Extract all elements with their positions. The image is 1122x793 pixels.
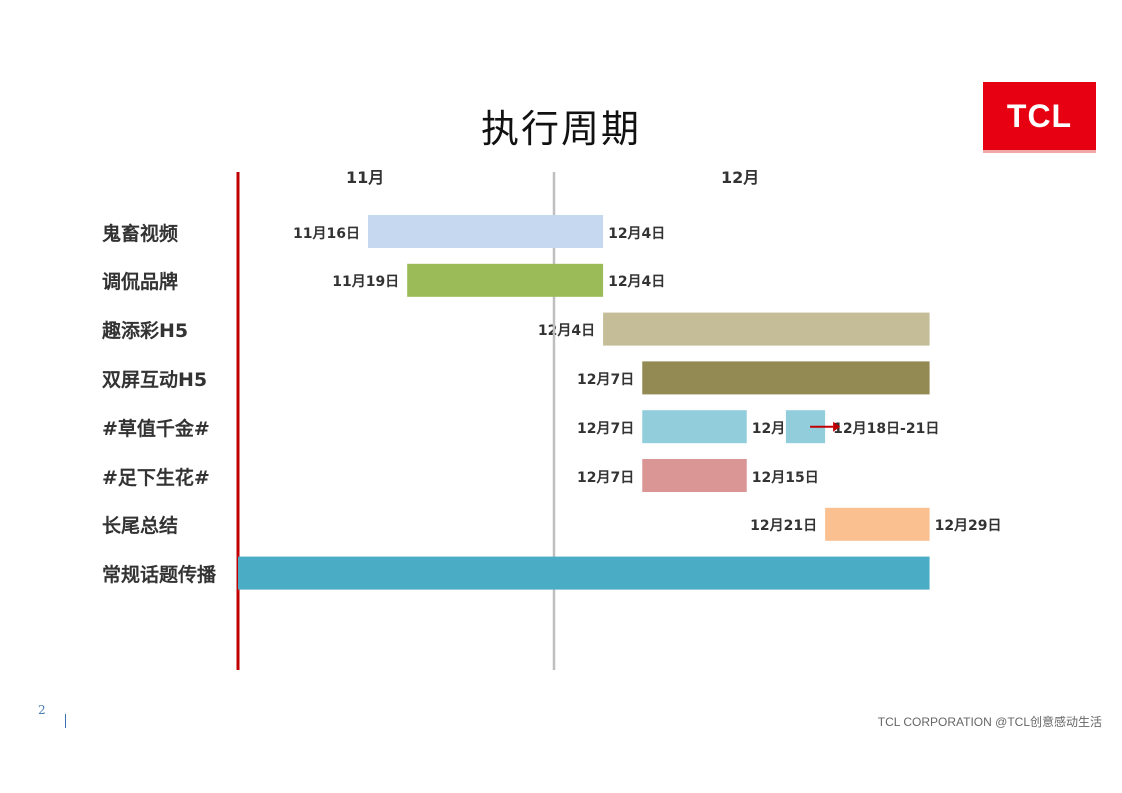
bar-start-label: 12月7日 [577, 420, 635, 437]
bar-end-label: 12月4日 [608, 274, 666, 291]
gantt-bar [642, 361, 930, 395]
bar-end-label: 12月29日 [934, 518, 1002, 535]
bar-end-label: 12月18日-21日 [833, 420, 940, 437]
logo-text: TCL [1006, 97, 1073, 134]
bar-start-label: 11月19日 [332, 274, 400, 291]
page-title: 执行周期 [480, 107, 641, 151]
gantt-bar [407, 263, 604, 297]
month-label-nov: 11月 [346, 168, 385, 187]
bar-start-label: 12月7日 [577, 371, 635, 388]
bar-end-label: 12月15日 [751, 469, 819, 486]
bar-end-label: 12月4日 [608, 225, 666, 242]
gantt-bar [825, 507, 930, 541]
task-label: 常规话题传播 [102, 564, 217, 587]
page-number: 2 [38, 703, 46, 717]
task-label: 鬼畜视频 [102, 222, 179, 245]
footer-text: TCL CORPORATION @TCL创意感动生活 [877, 715, 1102, 729]
gantt-bar [368, 215, 604, 248]
gantt-bar [603, 312, 930, 346]
month-label-dec: 12月 [721, 168, 760, 187]
bar-start-label: 12月21日 [750, 518, 818, 535]
task-label: 调侃品牌 [102, 271, 179, 294]
task-label: 长尾总结 [102, 515, 179, 538]
bar-start-label: 12月4日 [537, 323, 596, 340]
gantt-bar [238, 556, 930, 590]
arrow-icon [833, 421, 841, 432]
bar-start-label: 12月7日 [577, 469, 635, 486]
bar-start-label: 11月16日 [293, 225, 360, 242]
page-number-divider [65, 714, 66, 728]
task-label: #草值千金# [102, 417, 210, 440]
tcl-logo: TCL [983, 82, 1096, 153]
gantt-bar [642, 410, 747, 444]
task-label: 双屏互动H5 [102, 368, 208, 391]
task-label: 趣添彩H5 [102, 320, 189, 343]
gantt-bar [642, 459, 747, 492]
task-label: #足下生花# [102, 466, 210, 489]
